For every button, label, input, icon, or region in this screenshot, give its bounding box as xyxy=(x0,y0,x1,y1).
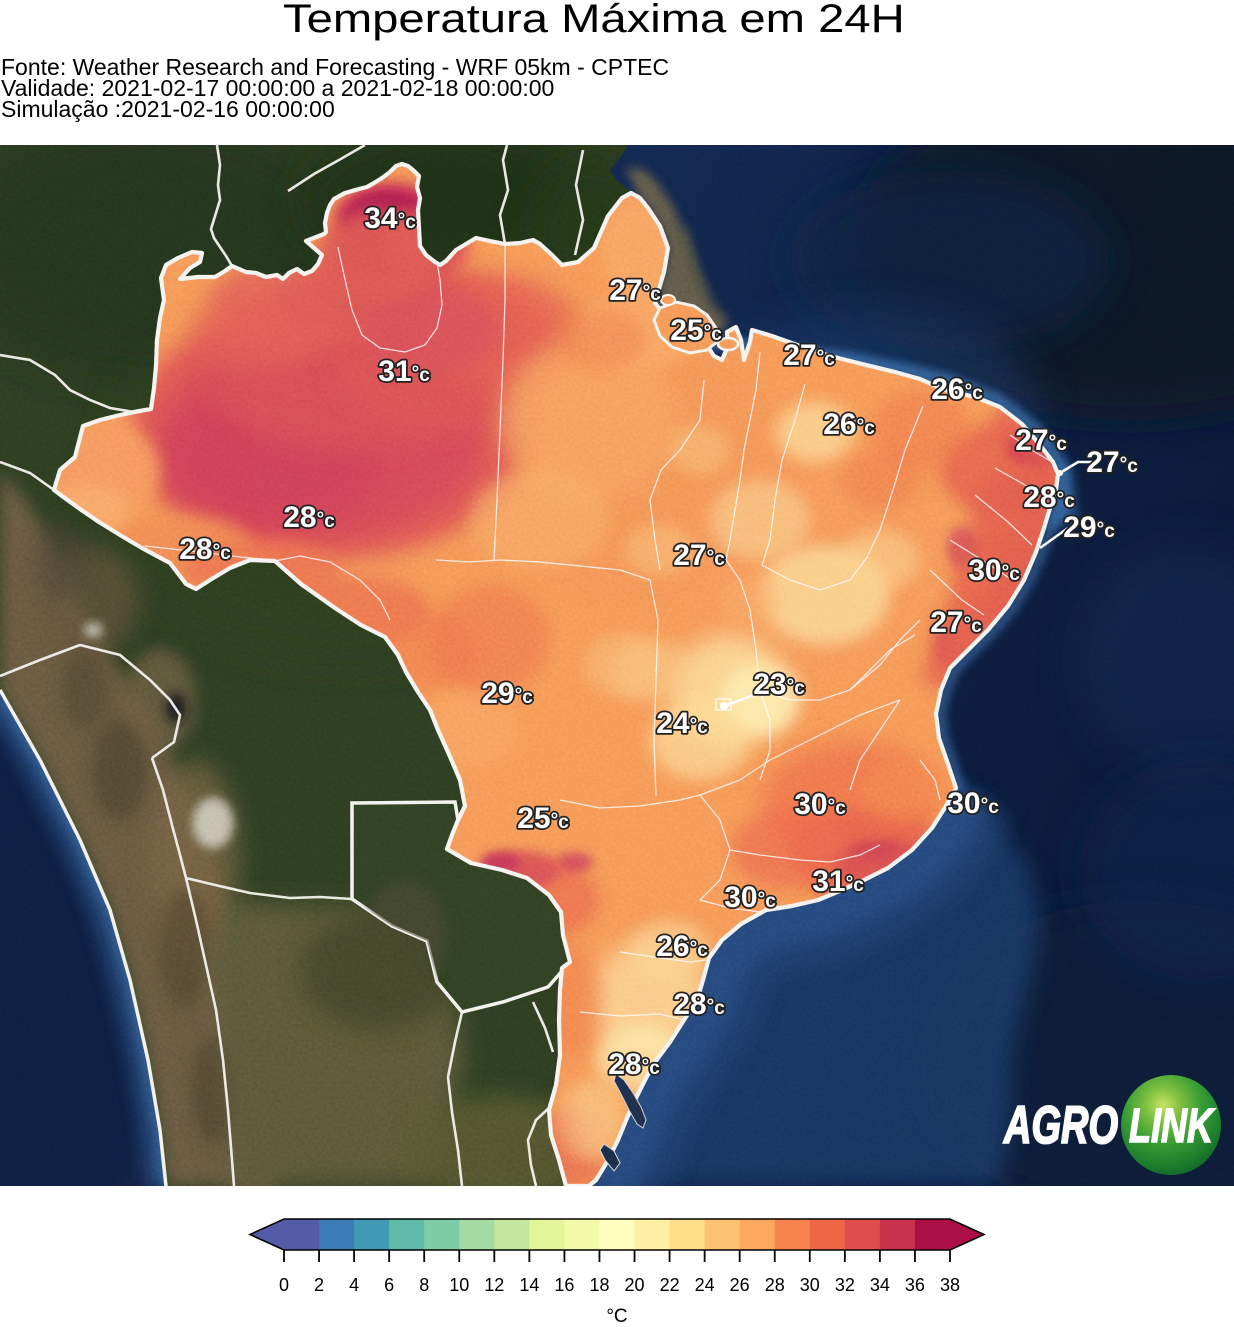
svg-text:16: 16 xyxy=(554,1275,574,1295)
svg-text:24: 24 xyxy=(695,1275,715,1295)
svg-text:AGRO: AGRO xyxy=(1003,1096,1118,1155)
svg-text:32: 32 xyxy=(835,1275,855,1295)
svg-text:27°c: 27°c xyxy=(930,606,982,639)
svg-text:26: 26 xyxy=(730,1275,750,1295)
svg-text:4: 4 xyxy=(349,1275,359,1295)
svg-text:°C: °C xyxy=(606,1306,627,1327)
svg-text:28: 28 xyxy=(765,1275,785,1295)
svg-text:30: 30 xyxy=(800,1275,820,1295)
svg-text:36: 36 xyxy=(905,1275,925,1295)
svg-text:34: 34 xyxy=(870,1275,890,1295)
svg-text:27°c: 27°c xyxy=(1086,446,1138,479)
svg-text:22: 22 xyxy=(660,1275,680,1295)
svg-text:25°c: 25°c xyxy=(670,314,722,347)
svg-text:38: 38 xyxy=(940,1275,960,1295)
svg-text:14: 14 xyxy=(519,1275,539,1295)
svg-text:LINK: LINK xyxy=(1129,1100,1216,1153)
svg-text:18: 18 xyxy=(589,1275,609,1295)
svg-text:28°c: 28°c xyxy=(608,1048,660,1081)
svg-text:0: 0 xyxy=(279,1275,289,1295)
svg-text:6: 6 xyxy=(384,1275,394,1295)
svg-text:20: 20 xyxy=(625,1275,645,1295)
svg-text:2: 2 xyxy=(314,1275,324,1295)
svg-text:27°c: 27°c xyxy=(673,539,725,572)
svg-text:8: 8 xyxy=(419,1275,429,1295)
svg-text:10: 10 xyxy=(449,1275,469,1295)
svg-text:26°c: 26°c xyxy=(823,408,875,441)
svg-text:12: 12 xyxy=(484,1275,504,1295)
